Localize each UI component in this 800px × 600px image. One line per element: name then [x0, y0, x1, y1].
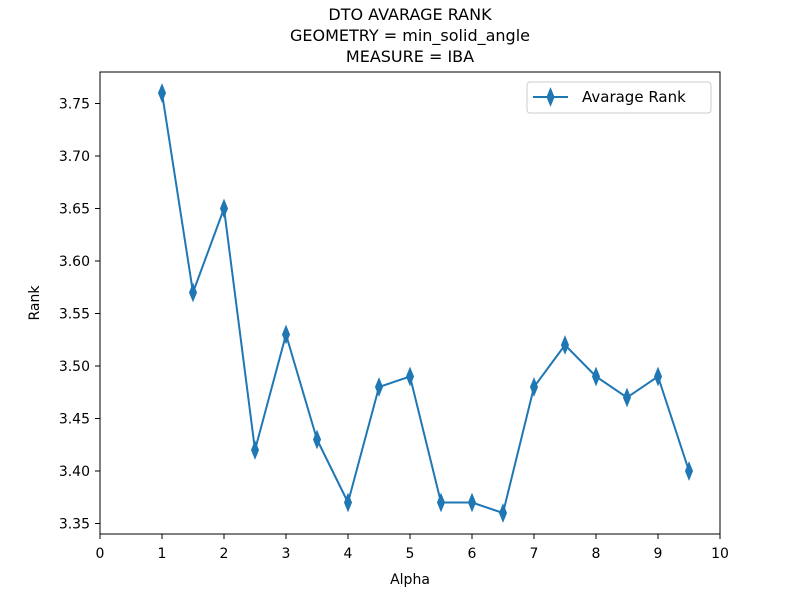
- plot-area: [99, 71, 721, 535]
- data-point-marker: [560, 335, 570, 355]
- series-line: [161, 92, 690, 514]
- x-tick-label: 6: [468, 546, 477, 562]
- x-tick-label: 1: [158, 546, 167, 562]
- y-tick-label: 3.70: [59, 149, 90, 165]
- data-point-marker: [436, 492, 446, 513]
- data-point-marker: [312, 429, 322, 450]
- y-tick-label: 3.55: [59, 307, 90, 323]
- data-point-marker: [188, 282, 198, 303]
- x-tick-label: 8: [592, 546, 601, 562]
- data-point-marker: [374, 377, 384, 397]
- data-point-marker: [622, 387, 632, 408]
- x-axis-label: Alpha: [390, 572, 430, 588]
- y-tick-label: 3.50: [59, 359, 90, 375]
- y-axis: 3.35 3.40 3.45 3.50 3.55 3.60 3.65 3.70 3.75: [59, 97, 100, 533]
- y-axis-label: Rank: [27, 285, 43, 321]
- legend-box: [526, 81, 712, 114]
- x-tick-label: 2: [220, 546, 229, 562]
- y-tick-label: 3.40: [59, 464, 90, 480]
- series-layer: [157, 83, 694, 523]
- x-tick-label: 3: [282, 546, 291, 562]
- data-point-marker: [529, 377, 539, 397]
- legend: Avarage Rank: [526, 81, 712, 114]
- chart-title-line-3: MEASURE = IBA: [346, 47, 474, 66]
- chart-title: DTO AVARAGE RANK GEOMETRY = min_solid_an…: [290, 5, 530, 66]
- data-point-marker: [219, 198, 229, 219]
- x-tick-label: 10: [711, 546, 729, 562]
- y-tick-label: 3.75: [59, 97, 90, 113]
- data-point-marker: [281, 324, 291, 345]
- data-point-marker: [498, 503, 508, 523]
- x-tick-label: 7: [530, 546, 539, 562]
- y-tick-label: 3.45: [59, 412, 90, 428]
- x-axis: 0 1 2 3 4 5 6 7 8 9 10: [96, 534, 729, 562]
- data-point-marker: [157, 83, 167, 103]
- legend-label: Avarage Rank: [582, 88, 686, 106]
- x-tick-label: 4: [344, 546, 353, 562]
- chart-title-line-2: GEOMETRY = min_solid_angle: [290, 26, 530, 46]
- y-tick-label: 3.65: [59, 202, 90, 218]
- data-point-marker: [653, 366, 663, 387]
- x-tick-label: 9: [654, 546, 663, 562]
- x-tick-label: 5: [406, 546, 415, 562]
- data-point-marker: [405, 366, 415, 387]
- chart-title-line-1: DTO AVARAGE RANK: [328, 5, 492, 24]
- data-point-marker: [343, 492, 353, 513]
- y-tick-label: 3.60: [59, 254, 90, 270]
- data-point-marker: [467, 492, 477, 513]
- x-tick-label: 0: [96, 546, 105, 562]
- y-tick-label: 3.35: [59, 517, 90, 533]
- legend-marker-swatch: [546, 87, 555, 107]
- data-point-marker: [591, 366, 601, 387]
- data-point-marker: [250, 440, 260, 460]
- data-point-marker: [684, 461, 694, 481]
